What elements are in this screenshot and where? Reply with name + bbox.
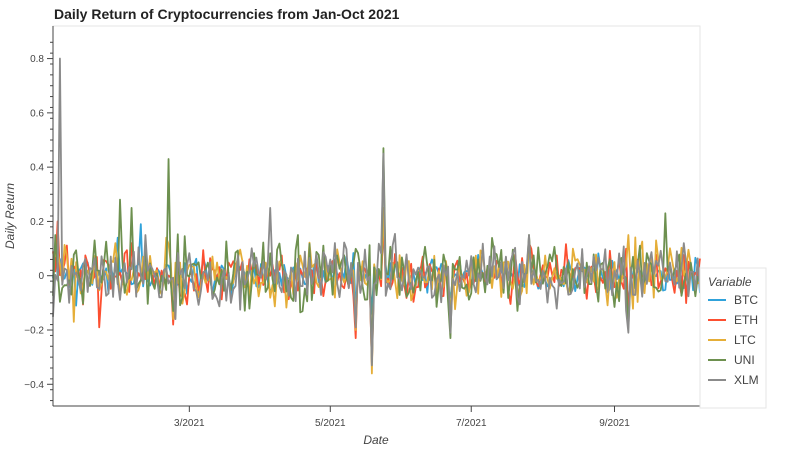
x-axis-ticks: 3/2021 5/2021 7/2021 9/2021: [174, 406, 630, 429]
legend-box: [699, 267, 767, 409]
y-tick-label: −0.2: [24, 326, 44, 337]
legend-label-uni: UNI: [734, 353, 755, 367]
x-tick-label: 5/2021: [315, 418, 346, 429]
y-tick-label: 0.4: [30, 163, 44, 174]
x-tick-label: 3/2021: [174, 418, 205, 429]
x-tick-label: 9/2021: [599, 418, 630, 429]
legend-label-eth: ETH: [734, 313, 758, 327]
x-axis-label: Date: [363, 433, 389, 447]
y-tick-label: 0.8: [30, 54, 44, 65]
y-tick-label: 0.2: [30, 217, 44, 228]
y-axis-label: Daily Return: [3, 183, 17, 249]
legend-title: Variable: [708, 275, 752, 289]
x-tick-label: 7/2021: [456, 418, 487, 429]
legend-label-btc: BTC: [734, 293, 758, 307]
legend-label-xlm: XLM: [734, 373, 759, 387]
y-axis-ticks: −0.4 −0.2 0 0.2 0.4 0.6 0.8: [24, 41, 53, 402]
chart-title: Daily Return of Cryptocurrencies from Ja…: [54, 6, 400, 22]
legend-label-ltc: LTC: [734, 333, 756, 347]
legend: Variable BTC ETH LTC UNI XLM: [699, 267, 767, 409]
y-tick-label: 0.6: [30, 108, 44, 119]
series-lines: [52, 57, 701, 375]
series-line-xlm: [52, 57, 701, 367]
y-tick-label: −0.4: [24, 380, 44, 391]
y-tick-label: 0: [38, 271, 44, 282]
plot-frame: [52, 25, 701, 407]
